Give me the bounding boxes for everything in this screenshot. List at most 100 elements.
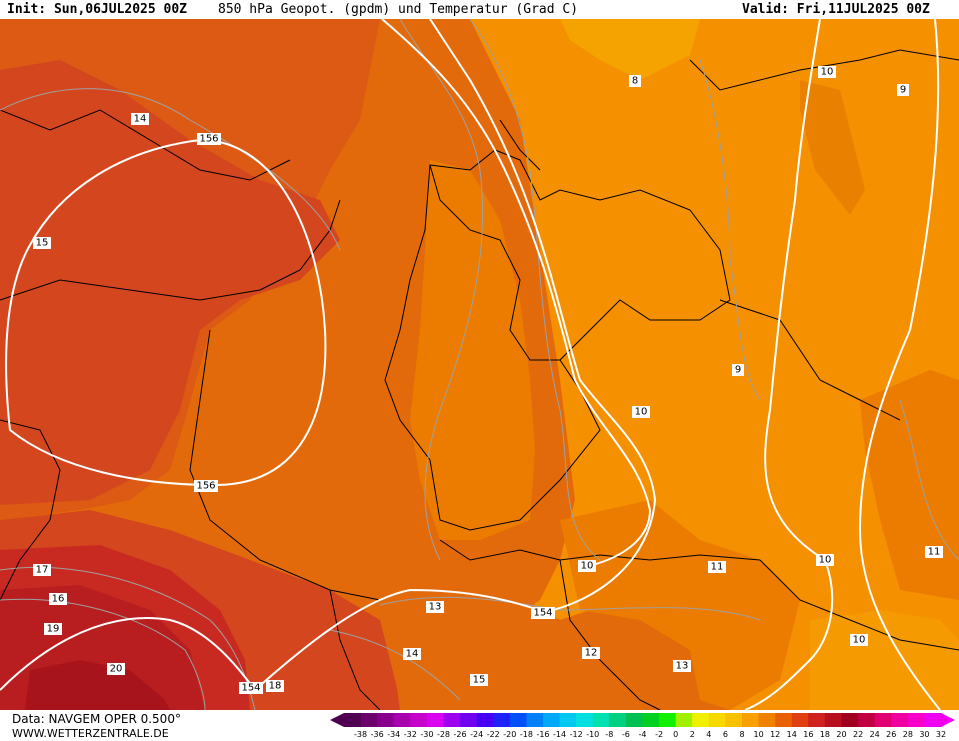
legend-swatch — [725, 713, 743, 727]
legend-tick-label: -36 — [371, 730, 384, 739]
temp-label-9-center: 9 — [735, 365, 741, 376]
weather-map: 156 156 154 154 10 10 10 10 10 8 9 9 — [0, 19, 959, 710]
legend-tick-label: -18 — [520, 730, 533, 739]
legend-swatch — [509, 713, 527, 727]
legend-swatch — [377, 713, 395, 727]
geo-label-10-southeast: 10 — [853, 635, 866, 646]
poland-border — [719, 299, 901, 421]
legend-swatch — [493, 713, 511, 727]
contour-10-east — [744, 19, 834, 710]
geo-label-154-west: 154 — [241, 683, 260, 694]
geopotential-contours — [0, 19, 941, 710]
temp-label-12: 12 — [585, 648, 598, 659]
data-source: Data: NAVGEM OPER 0.500° — [12, 712, 181, 726]
legend-tick-label: 0 — [673, 730, 678, 739]
legend-swatch — [393, 713, 411, 727]
legend-right-arrow — [941, 713, 955, 727]
legend-swatch — [824, 713, 842, 727]
legend-tick-label: 2 — [690, 730, 695, 739]
temp-label-11-austria: 11 — [711, 562, 724, 573]
legend-tick-label: -6 — [622, 730, 630, 739]
legend-tick-label: -14 — [553, 730, 566, 739]
hungary-border — [759, 559, 959, 651]
legend-swatch — [625, 713, 643, 727]
legend-swatch — [858, 713, 876, 727]
legend-tick-label: 28 — [903, 730, 913, 739]
legend-swatch — [924, 713, 942, 727]
legend-swatch — [443, 713, 461, 727]
uk-coast — [0, 109, 291, 181]
legend-swatch — [891, 713, 909, 727]
temp-label-15-west: 15 — [36, 238, 49, 249]
isotherm-13 — [379, 596, 761, 621]
legend-swatch — [659, 713, 677, 727]
legend-tick-label: 16 — [803, 730, 813, 739]
map-footer: Data: NAVGEM OPER 0.500° WWW.WETTERZENTR… — [0, 710, 959, 741]
fill-11-austria — [560, 500, 800, 710]
temp-label-13-east: 13 — [676, 661, 689, 672]
denmark-border — [499, 119, 541, 171]
legend-tick-label: -30 — [420, 730, 433, 739]
legend-tick-label: -22 — [487, 730, 500, 739]
legend-tick-label: 10 — [753, 730, 763, 739]
legend-tick-label: -16 — [536, 730, 549, 739]
contour-154 — [0, 19, 657, 692]
legend-tick-label: -28 — [437, 730, 450, 739]
map-canvas: 156 156 154 154 10 10 10 10 10 8 9 9 — [0, 19, 959, 710]
alps-border — [439, 539, 761, 561]
legend-tick-label: 14 — [787, 730, 797, 739]
legend-swatch — [543, 713, 561, 727]
legend-swatch — [592, 713, 610, 727]
temp-label-18: 18 — [269, 681, 282, 692]
legend-swatch — [708, 713, 726, 727]
legend-tick-label: -32 — [404, 730, 417, 739]
legend-tick-label: -26 — [454, 730, 467, 739]
channel-coast — [0, 199, 341, 301]
legend-tick-label: 24 — [870, 730, 880, 739]
legend-tick-label: 26 — [886, 730, 896, 739]
temp-label-8: 8 — [632, 76, 638, 87]
temp-label-13-west: 13 — [429, 602, 442, 613]
legend-tick-label: -4 — [639, 730, 647, 739]
legend-swatch — [460, 713, 478, 727]
isotherm-14-north — [0, 88, 341, 251]
temp-label-15-south: 15 — [473, 675, 486, 686]
temp-label-17: 17 — [36, 565, 49, 576]
legend-swatch — [476, 713, 494, 727]
geopotential-labels: 156 156 154 154 10 10 10 10 10 — [194, 66, 868, 694]
ireland-coast — [0, 419, 61, 601]
legend-tick-label: 30 — [919, 730, 929, 739]
legend-tick-label: -12 — [570, 730, 583, 739]
temp-label-19: 19 — [47, 624, 60, 635]
geo-label-154-east: 154 — [533, 608, 552, 619]
contour-10-far-east — [858, 19, 941, 710]
temp-label-11-east: 11 — [928, 547, 941, 558]
legend-tick-label: -34 — [387, 730, 400, 739]
legend-swatch — [907, 713, 925, 727]
legend-left-arrow — [330, 713, 344, 727]
legend-tick-label: -8 — [605, 730, 613, 739]
chart-title: 850 hPa Geopot. (gpdm) und Temperatur (G… — [218, 2, 579, 17]
fill-8-baltic — [560, 19, 700, 80]
legend-swatch — [344, 713, 362, 727]
legend-swatch — [742, 713, 760, 727]
isotherm-11-east — [899, 399, 959, 561]
legend-swatch — [841, 713, 859, 727]
legend-swatch — [791, 713, 809, 727]
legend-tick-label: 8 — [739, 730, 744, 739]
color-legend: -38 -36 -34 -32 -30 -28 -26 -24 -22 -20 -18 -16 -14-… — [330, 713, 955, 739]
legend-tick-label: 18 — [820, 730, 830, 739]
legend-swatch — [576, 713, 594, 727]
temperature-labels: 8 9 9 11 11 12 13 13 14 14 15 15 16 — [33, 75, 943, 692]
geo-label-10-north: 10 — [821, 67, 834, 78]
legend-tick-label: 12 — [770, 730, 780, 739]
legend-swatch — [675, 713, 693, 727]
legend-swatch — [426, 713, 444, 727]
legend-tick-label: 32 — [936, 730, 946, 739]
legend-swatch — [874, 713, 892, 727]
contour-156 — [5, 138, 327, 487]
temp-label-14-north: 14 — [134, 114, 147, 125]
init-time: Init: Sun,06JUL2025 00Z — [7, 2, 188, 17]
fill-12-germany — [410, 160, 535, 540]
legend-tick-label: 20 — [836, 730, 846, 739]
